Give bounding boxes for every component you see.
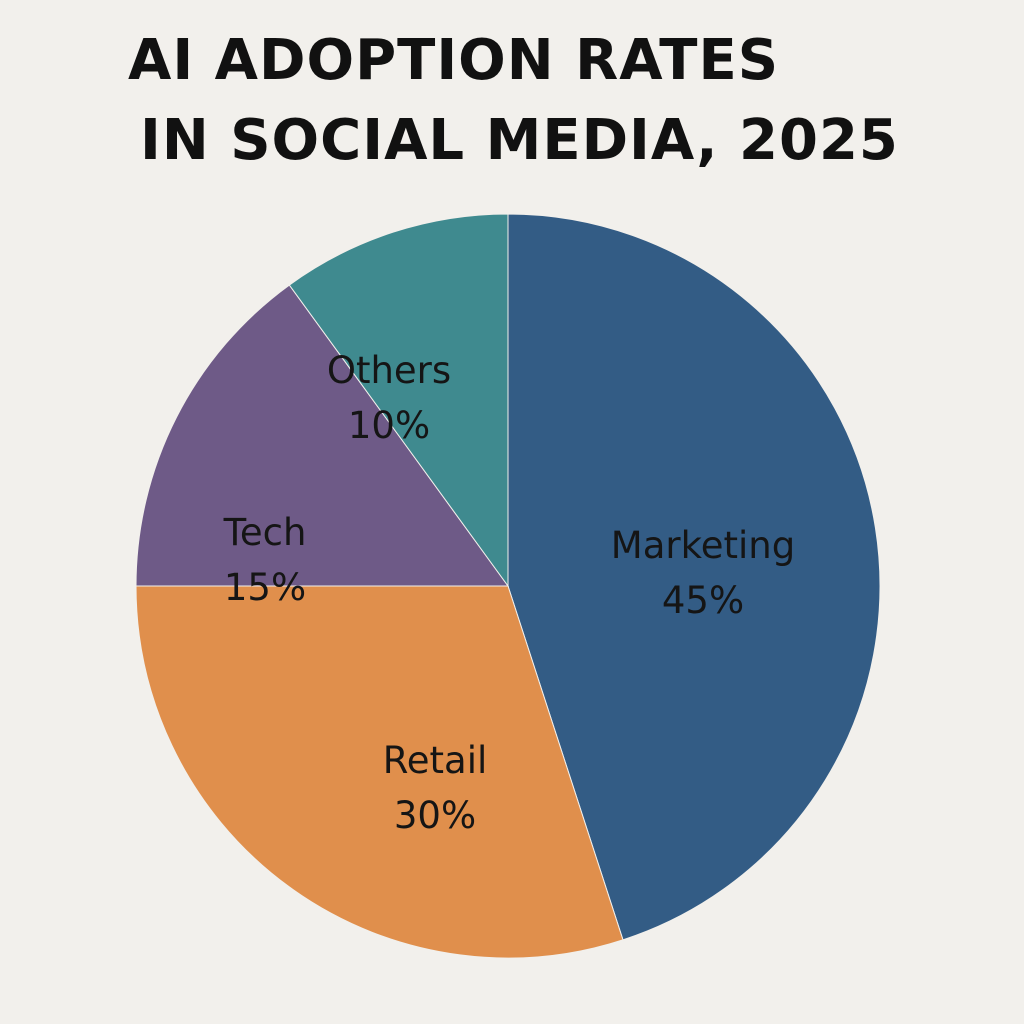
slice-label-tech: Tech: [223, 511, 307, 554]
slice-value-retail: 30%: [394, 794, 476, 837]
slice-label-retail: Retail: [383, 739, 488, 782]
slice-value-tech: 15%: [224, 566, 306, 609]
pie-slice-others: [288, 213, 509, 588]
chart-title-line-1: AI ADOPTION RATES: [128, 28, 780, 93]
slice-label-others: Others: [327, 349, 451, 392]
pie-slice-marketing: [507, 213, 881, 941]
slice-label-marketing: Marketing: [611, 524, 795, 567]
slice-value-others: 10%: [348, 404, 430, 447]
pie-slice-tech: [135, 284, 509, 587]
slice-value-marketing: 45%: [662, 579, 744, 622]
pie-slice-retail: [135, 585, 624, 959]
chart-title-line-2: IN SOCIAL MEDIA, 2025: [140, 108, 899, 173]
